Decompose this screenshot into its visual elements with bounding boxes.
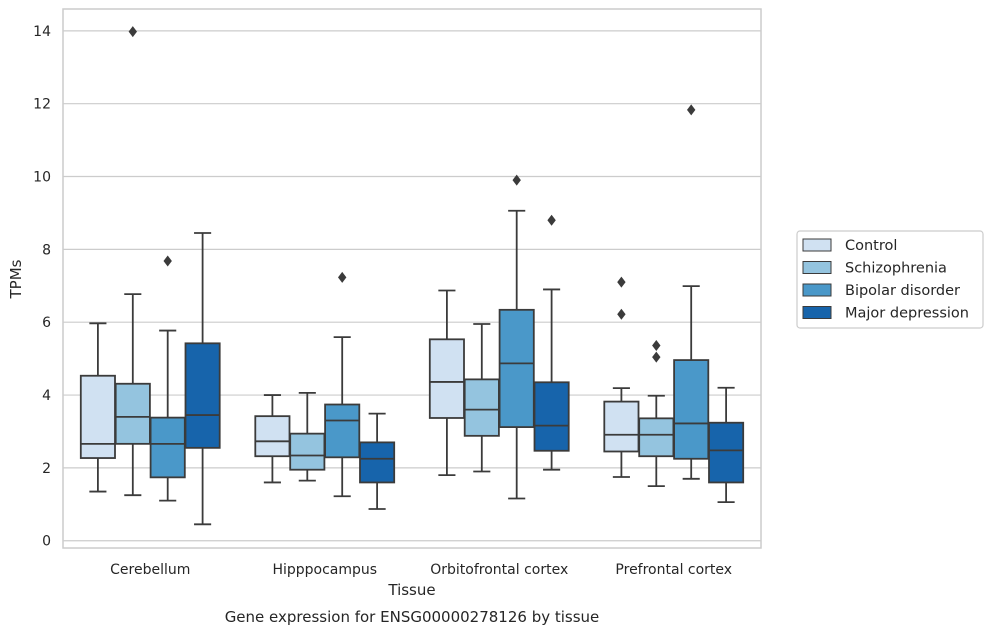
box-major-depression [708,386,745,504]
box-schizophrenia [463,323,500,473]
outlier-point [547,214,556,226]
outlier-point [652,351,661,363]
box-bipolar-disorder [498,174,535,500]
box-iqr [673,359,710,460]
x-tick-label: Orbitofrontal cortex [430,562,568,578]
box-iqr [184,342,221,449]
x-axis-ticks: Cerebellum Hipppocampus Orbitofrontal cort… [110,562,732,578]
box-major-depression [359,412,396,510]
figure-caption: Gene expression for ENSG00000278126 by t… [225,608,600,626]
legend-label: Schizophrenia [845,261,947,277]
box-bipolar-disorder [149,255,186,502]
box-schizophrenia [289,391,326,482]
box-control [428,289,465,477]
y-axis-ticks: 0 2 4 6 8 10 12 14 [33,24,51,550]
box-iqr [708,421,745,484]
box-iqr [114,382,151,445]
legend-label: Control [845,238,897,254]
outlier-point [163,255,172,267]
outlier-point [687,104,696,116]
box-major-depression [533,214,570,471]
box-iqr [498,308,535,428]
box-iqr [463,378,500,437]
x-tick-label: Cerebellum [110,562,190,578]
box-iqr [428,338,465,419]
x-tick-label: Hipppocampus [272,562,377,578]
legend-swatch [802,306,832,319]
legend-swatch [802,261,832,274]
y-tick-label: 14 [33,24,51,40]
box-iqr [324,403,361,459]
y-axis-label: TPMs [7,259,25,299]
y-tick-label: 0 [42,534,51,550]
box-iqr [533,381,570,452]
box-iqr [289,432,326,471]
legend-label: Bipolar disorder [845,283,960,299]
box-major-depression [184,232,221,526]
x-tick-label: Prefrontal cortex [615,562,732,578]
outlier-point [338,271,347,283]
box-control [79,322,116,493]
box-iqr [638,417,675,458]
legend-swatch [802,238,832,252]
outlier-point [617,308,626,320]
box-control [603,276,640,478]
box-iqr [359,441,396,484]
box-iqr [254,415,291,458]
box-schizophrenia [638,340,675,487]
box-control [254,394,291,484]
legend-frame [796,230,984,329]
box-iqr [603,400,640,453]
y-tick-label: 6 [42,315,51,331]
outlier-point [512,174,521,186]
box-iqr [79,374,116,459]
outlier-point [128,26,137,38]
box-schizophrenia [114,26,151,497]
y-tick-label: 2 [42,461,51,477]
legend: Control Schizophrenia Bipolar disorder Majo… [796,230,984,329]
legend-swatch [802,283,832,297]
x-axis-label: Tissue [387,581,435,599]
y-tick-label: 12 [33,97,51,113]
box-bipolar-disorder [324,271,361,498]
y-tick-label: 4 [42,388,51,404]
y-tick-label: 10 [33,170,51,186]
outlier-point [617,276,626,288]
box-bipolar-disorder [673,104,710,480]
y-tick-label: 8 [42,242,51,258]
box-groups [79,26,745,526]
legend-label: Major depression [845,306,969,322]
outlier-point [652,340,661,352]
plot-area-frame [62,8,762,549]
box-iqr [149,416,186,479]
